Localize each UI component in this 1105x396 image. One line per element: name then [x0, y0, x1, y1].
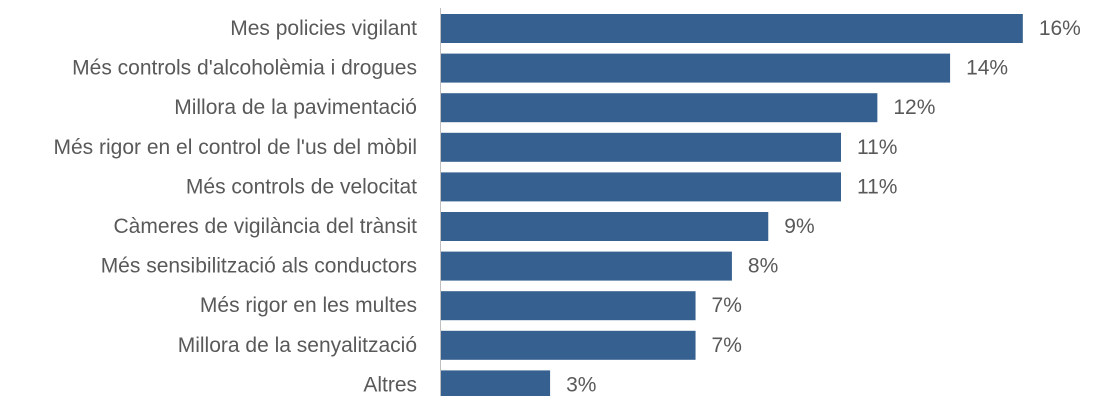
value-label: 14% [966, 57, 1008, 80]
value-label: 3% [566, 373, 596, 396]
bar [441, 172, 841, 202]
value-label: 12% [893, 96, 935, 119]
value-label: 7% [712, 294, 742, 317]
bar [441, 14, 1023, 43]
category-label: Altres [363, 373, 417, 396]
value-label: 7% [712, 334, 742, 357]
category-label: Més controls de velocitat [186, 175, 417, 198]
bars-group [441, 14, 1023, 396]
bar [441, 291, 696, 321]
category-label: Millora de la senyalització [178, 334, 417, 357]
category-label: Més rigor en les multes [200, 294, 417, 317]
category-label: Més controls d'alcoholèmia i drogues [72, 57, 417, 80]
category-labels-group: Mes policies vigilant Més controls d'alco… [53, 17, 417, 396]
value-labels-group: 16% 14% 12% 11% 11% 9% 8% 7% 7% 3% [566, 17, 1081, 396]
category-label: Mes policies vigilant [230, 17, 417, 40]
bar [441, 212, 769, 241]
bar [441, 370, 551, 396]
bar [441, 93, 878, 123]
bar [441, 330, 696, 360]
category-label: Millora de la pavimentació [174, 96, 417, 119]
bar [441, 251, 732, 281]
bar [441, 53, 951, 83]
bar [441, 132, 841, 162]
category-label: Càmeres de vigilància del trànsit [114, 215, 418, 238]
value-label: 16% [1039, 17, 1081, 40]
category-label: Més sensibilització als conductors [101, 255, 417, 278]
value-label: 9% [784, 215, 814, 238]
category-label: Més rigor en el control de l'us del mòbi… [53, 136, 417, 159]
value-label: 11% [857, 136, 897, 159]
value-label: 11% [857, 175, 897, 198]
value-label: 8% [748, 255, 778, 278]
